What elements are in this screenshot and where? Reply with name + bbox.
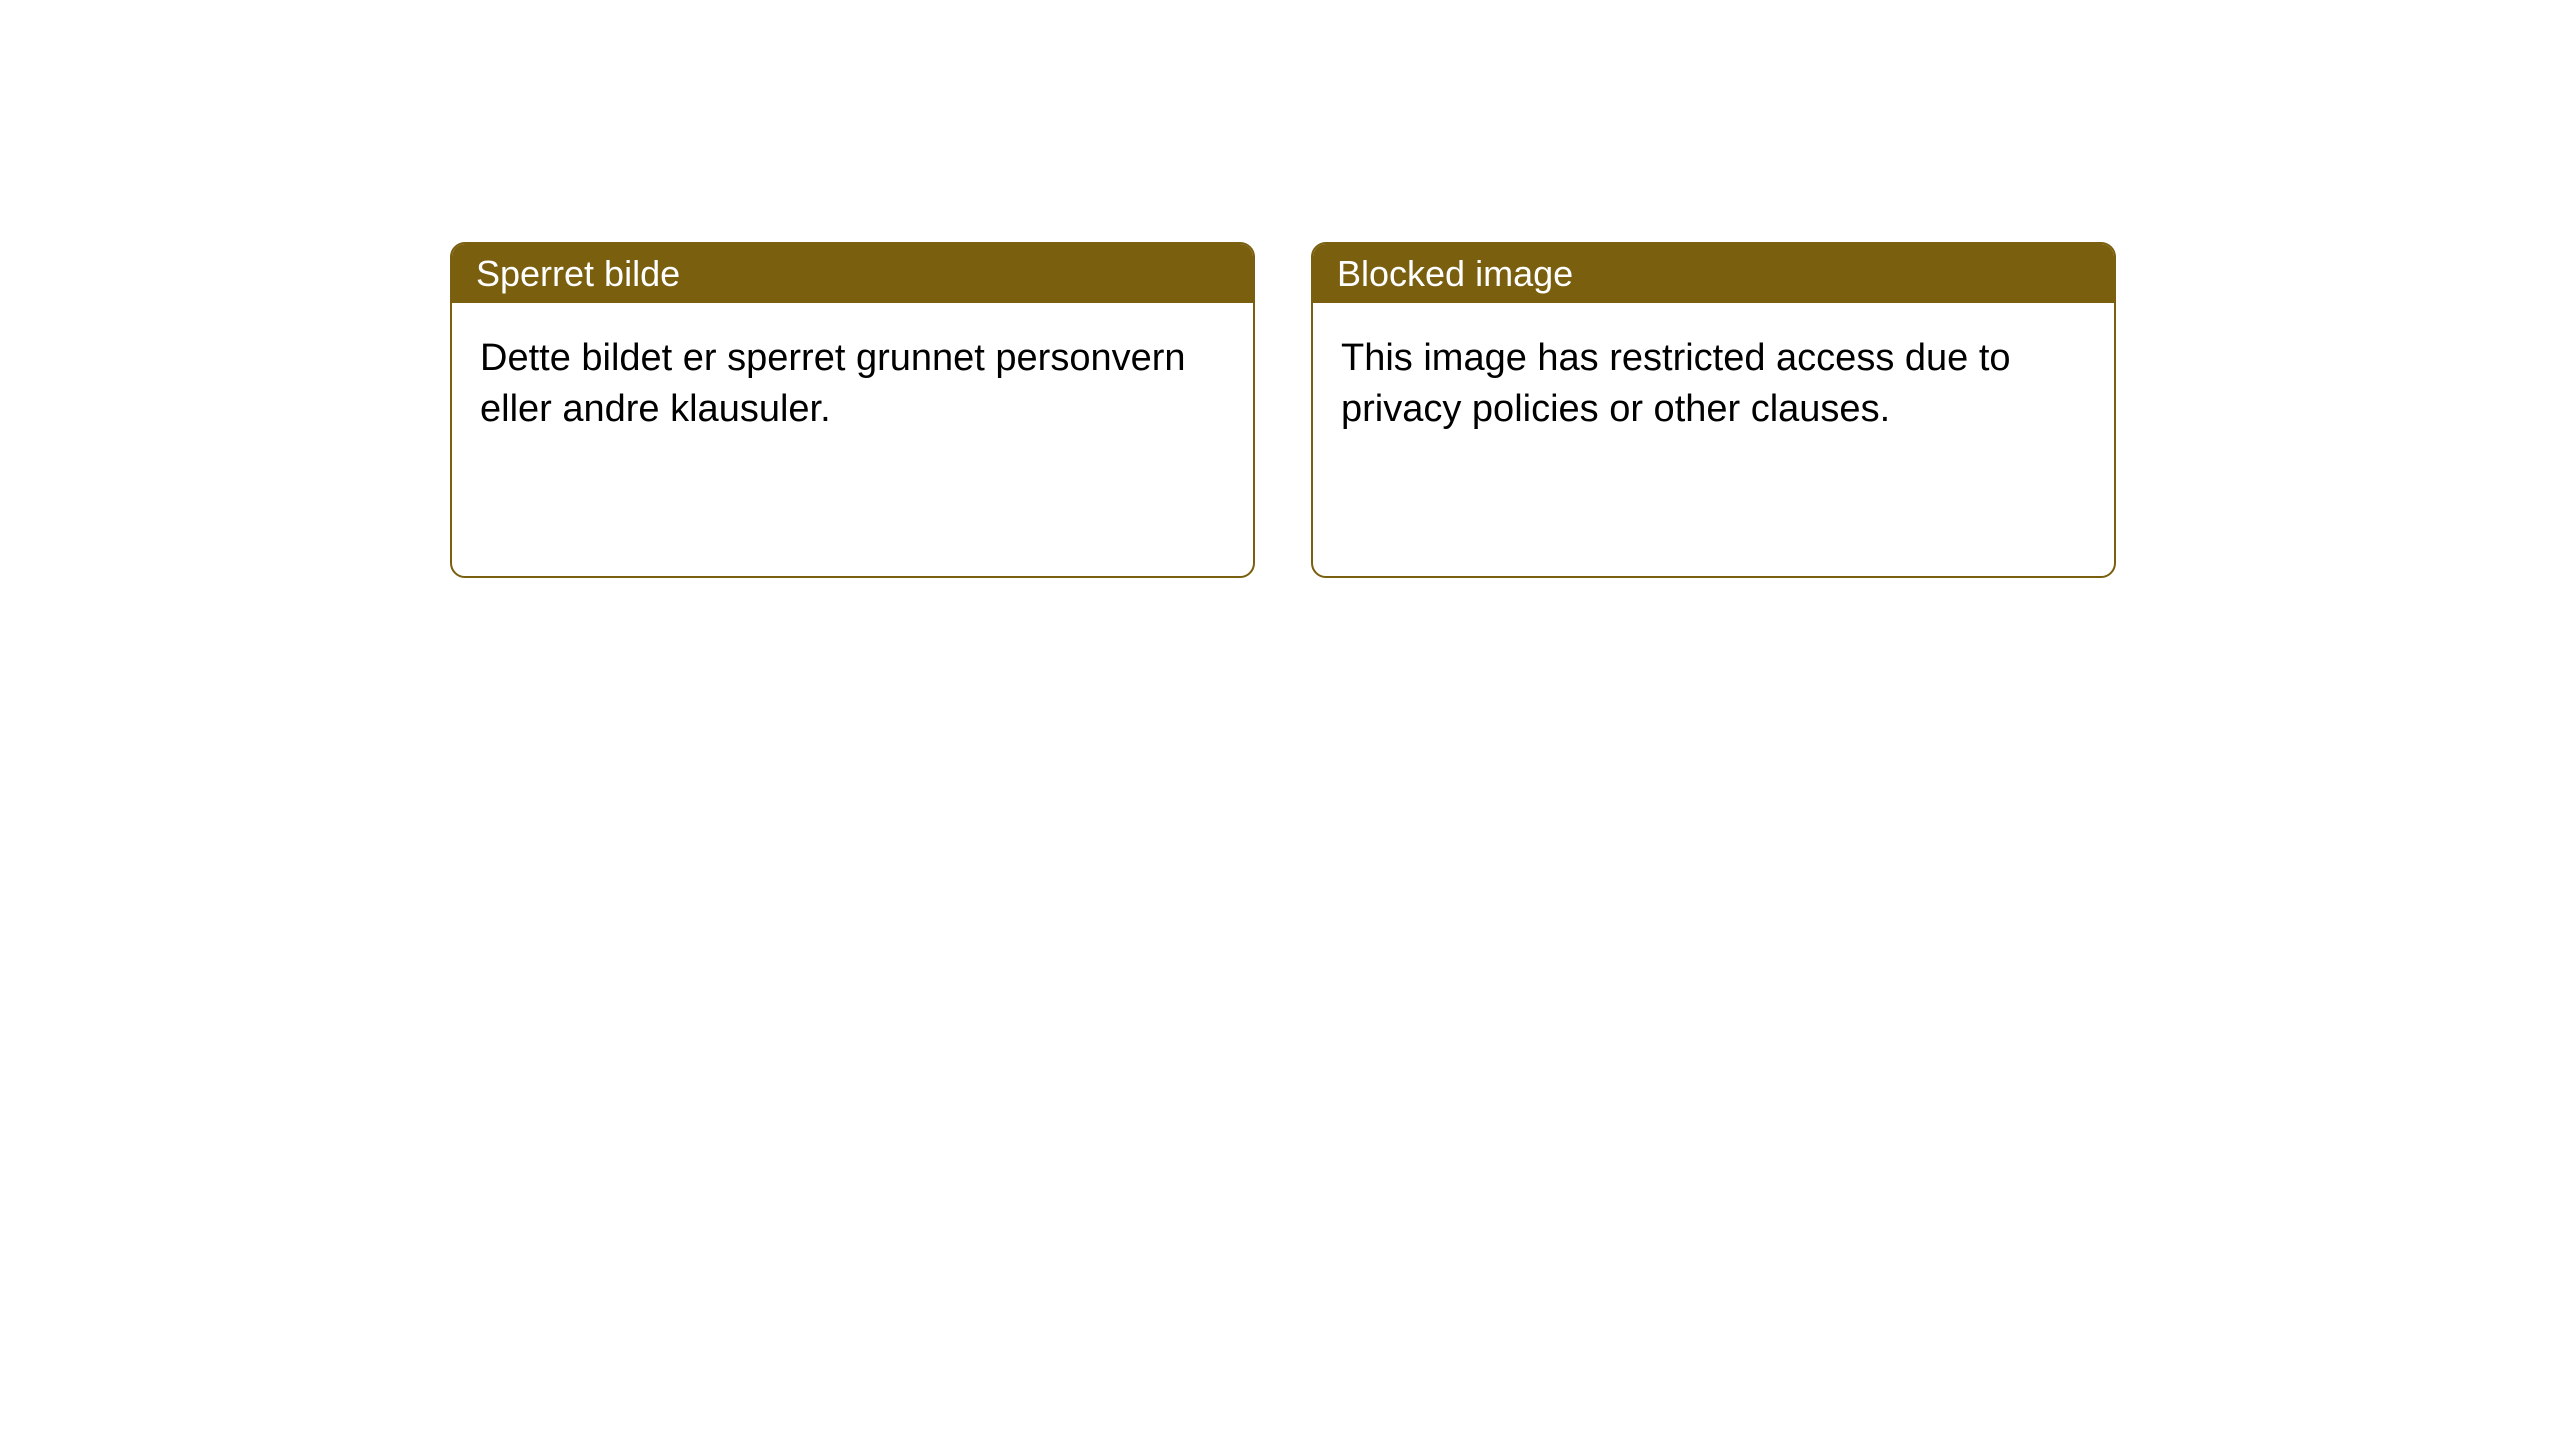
notice-body: This image has restricted access due to … (1313, 303, 2114, 466)
notice-title: Blocked image (1337, 253, 1573, 295)
notice-header: Sperret bilde (452, 244, 1253, 303)
notice-body-text: Dette bildet er sperret grunnet personve… (480, 337, 1186, 430)
notice-title: Sperret bilde (476, 253, 680, 295)
notice-box-english: Blocked image This image has restricted … (1311, 242, 2116, 578)
notices-container: Sperret bilde Dette bildet er sperret gr… (0, 0, 2560, 578)
notice-box-norwegian: Sperret bilde Dette bildet er sperret gr… (450, 242, 1255, 578)
notice-body-text: This image has restricted access due to … (1341, 337, 2011, 430)
notice-header: Blocked image (1313, 244, 2114, 303)
notice-body: Dette bildet er sperret grunnet personve… (452, 303, 1253, 466)
